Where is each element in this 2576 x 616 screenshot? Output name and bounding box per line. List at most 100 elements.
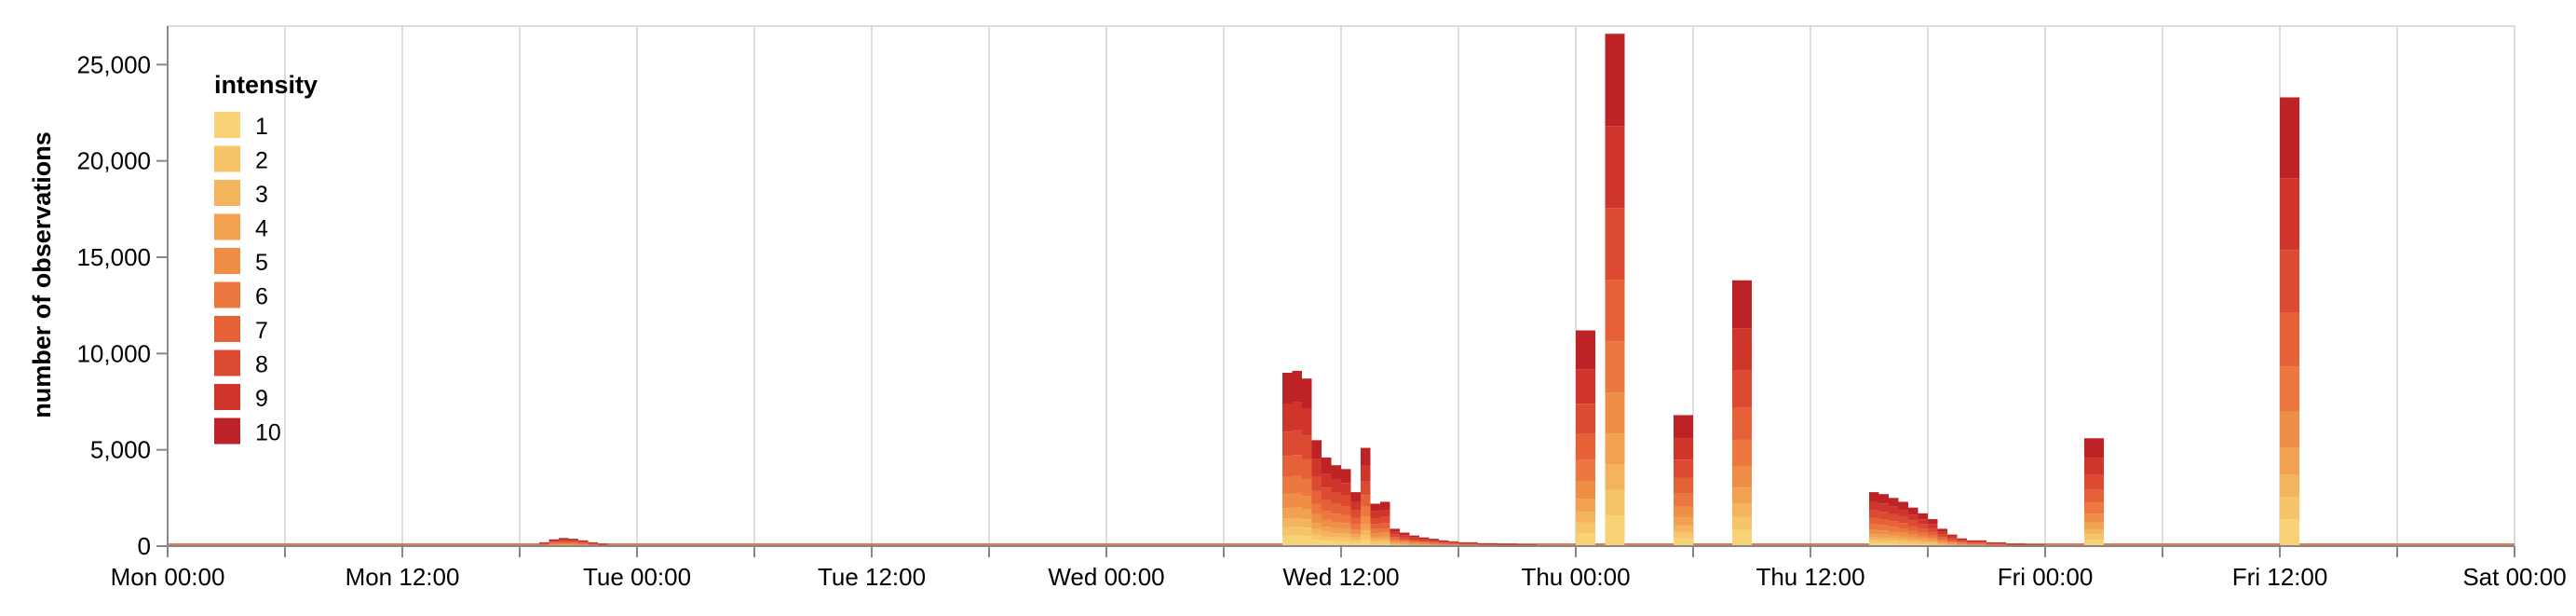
- stack-segment-intensity-3: [1282, 518, 1293, 527]
- stack-segment-intensity-8: [1889, 513, 1899, 522]
- stack-segment-intensity-7: [1282, 456, 1293, 477]
- stack-segment-intensity-5: [1341, 523, 1351, 529]
- stack-segment-intensity-10: [1458, 541, 1478, 543]
- stack-segment-intensity-1: [1361, 540, 1371, 546]
- stack-segment-intensity-5: [559, 543, 569, 545]
- stack-segment-intensity-3: [1390, 543, 1400, 544]
- stack-segment-intensity-2: [1302, 527, 1312, 537]
- x-tick-label: Sat 00:00: [2462, 563, 2566, 591]
- stack-segment-intensity-6: [1282, 476, 1293, 495]
- stack-segment-intensity-7: [1350, 517, 1361, 525]
- stack-segment-intensity-10: [2084, 438, 2095, 459]
- stack-segment-intensity-2: [1908, 541, 1918, 544]
- stack-segment-intensity-2: [2084, 534, 2095, 541]
- stack-segment-intensity-10: [1742, 280, 1752, 329]
- stack-segment-intensity-8: [1400, 537, 1410, 540]
- stack-segment-intensity-5: [1918, 536, 1928, 540]
- stack-segment-intensity-7: [1311, 490, 1322, 504]
- legend-label: 6: [255, 284, 268, 310]
- stack-segment-intensity-1: [1605, 515, 1615, 546]
- stack-segment-intensity-9: [1322, 473, 1332, 488]
- stack-segment-intensity-8: [578, 541, 589, 543]
- stack-segment-intensity-7: [1390, 537, 1400, 540]
- stack-segment-intensity-10: [1302, 378, 1312, 409]
- stack-segment-intensity-9: [578, 541, 589, 542]
- stack-segment-intensity-9: [1898, 510, 1908, 517]
- stack-segment-intensity-9: [1380, 510, 1390, 517]
- stack-segment-intensity-7: [2084, 489, 2095, 503]
- stack-segment-intensity-10: [1918, 513, 1928, 520]
- stack-segment-intensity-6: [1350, 524, 1361, 530]
- stack-segment-intensity-1: [1908, 543, 1918, 546]
- stack-segment-intensity-9: [1957, 540, 1967, 541]
- stack-segment-intensity-2: [1898, 541, 1908, 544]
- stack-segment-intensity-4: [1742, 487, 1752, 504]
- stack-segment-intensity-9: [559, 539, 569, 541]
- stack-segment-intensity-8: [1683, 459, 1693, 478]
- stack-segment-intensity-1: [1311, 540, 1322, 546]
- stack-segment-intensity-2: [1585, 522, 1595, 534]
- stack-segment-intensity-9: [2084, 458, 2095, 475]
- stack-segment-intensity-3: [1889, 538, 1899, 541]
- stack-segment-intensity-10: [559, 538, 569, 540]
- y-axis-title: number of observations: [28, 131, 56, 418]
- stack-segment-intensity-7: [1967, 542, 1986, 544]
- stack-segment-intensity-9: [588, 542, 598, 544]
- stack-segment-intensity-8: [1576, 404, 1586, 434]
- stack-segment-intensity-10: [1400, 532, 1410, 536]
- stack-segment-intensity-7: [578, 542, 589, 544]
- stack-segment-intensity-6: [1986, 544, 2006, 545]
- stack-segment-intensity-3: [1576, 511, 1586, 523]
- stack-segment-intensity-6: [1458, 544, 1478, 545]
- stack-segment-intensity-7: [2006, 544, 2026, 546]
- stack-segment-intensity-4: [1292, 507, 1302, 518]
- stack-segment-intensity-4: [1615, 433, 1625, 465]
- stack-segment-intensity-4: [1928, 540, 1938, 542]
- stack-segment-intensity-7: [1448, 543, 1458, 544]
- stack-segment-intensity-2: [1311, 534, 1322, 541]
- stack-segment-intensity-4: [1419, 543, 1430, 545]
- y-tick-label: 0: [138, 532, 151, 560]
- stack-segment-intensity-3: [1409, 544, 1419, 545]
- stack-segment-intensity-6: [1918, 532, 1928, 537]
- stack-segment-intensity-6: [1390, 539, 1400, 541]
- stack-segment-intensity-6: [539, 544, 549, 545]
- stack-segment-intensity-5: [1605, 392, 1615, 434]
- stack-segment-intensity-10: [2006, 543, 2026, 545]
- stack-segment-intensity-8: [1478, 543, 1498, 545]
- stack-segment-intensity-9: [1947, 536, 1958, 539]
- stack-segment-intensity-7: [1380, 523, 1390, 528]
- stack-segment-intensity-5: [1361, 516, 1371, 525]
- stack-segment-intensity-1: [2280, 519, 2290, 546]
- stack-segment-intensity-3: [1742, 503, 1752, 517]
- stack-segment-intensity-3: [1908, 540, 1918, 542]
- stack-segment-intensity-8: [1409, 539, 1419, 541]
- stack-segment-intensity-6: [1732, 439, 1742, 467]
- stack-segment-intensity-10: [1419, 537, 1430, 540]
- stack-segment-intensity-10: [1674, 415, 1684, 439]
- stack-segment-intensity-7: [1370, 524, 1380, 529]
- stack-segment-intensity-4: [559, 544, 569, 545]
- stack-segment-intensity-6: [1576, 459, 1586, 482]
- stack-segment-intensity-2: [1576, 522, 1586, 534]
- stack-segment-intensity-3: [1918, 541, 1928, 543]
- stack-segment-intensity-10: [2289, 97, 2299, 179]
- stack-segment-intensity-8: [2094, 474, 2104, 490]
- stack-segment-intensity-3: [1292, 517, 1302, 527]
- stack-segment-intensity-10: [1341, 469, 1351, 484]
- x-tick-label: Wed 00:00: [1048, 563, 1164, 591]
- stack-segment-intensity-3: [1957, 544, 1967, 546]
- stack-segment-intensity-1: [1878, 542, 1889, 546]
- stack-segment-intensity-4: [1683, 517, 1693, 526]
- stack-segment-intensity-8: [1918, 524, 1928, 529]
- stack-segment-intensity-1: [1292, 535, 1302, 546]
- stack-segment-intensity-2: [1947, 544, 1958, 546]
- stack-segment-intensity-4: [1585, 499, 1595, 512]
- stack-segment-intensity-3: [1898, 539, 1908, 541]
- stack-segment-intensity-1: [1615, 515, 1625, 546]
- stack-segment-intensity-5: [1674, 506, 1684, 518]
- stack-segment-intensity-5: [2289, 411, 2299, 448]
- stack-segment-intensity-9: [1302, 408, 1312, 436]
- stack-segment-intensity-6: [2280, 366, 2290, 412]
